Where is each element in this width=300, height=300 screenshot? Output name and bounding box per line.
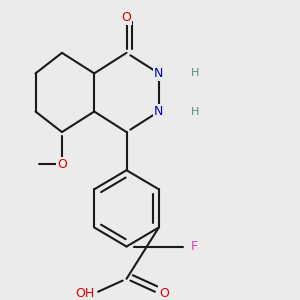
- Text: H: H: [191, 106, 200, 116]
- Text: N: N: [154, 105, 164, 118]
- Text: O: O: [159, 287, 169, 300]
- Text: F: F: [191, 240, 198, 253]
- Text: H: H: [191, 68, 200, 78]
- Text: O: O: [57, 158, 67, 171]
- Text: N: N: [154, 67, 164, 80]
- Text: OH: OH: [75, 287, 94, 300]
- Text: O: O: [122, 11, 131, 24]
